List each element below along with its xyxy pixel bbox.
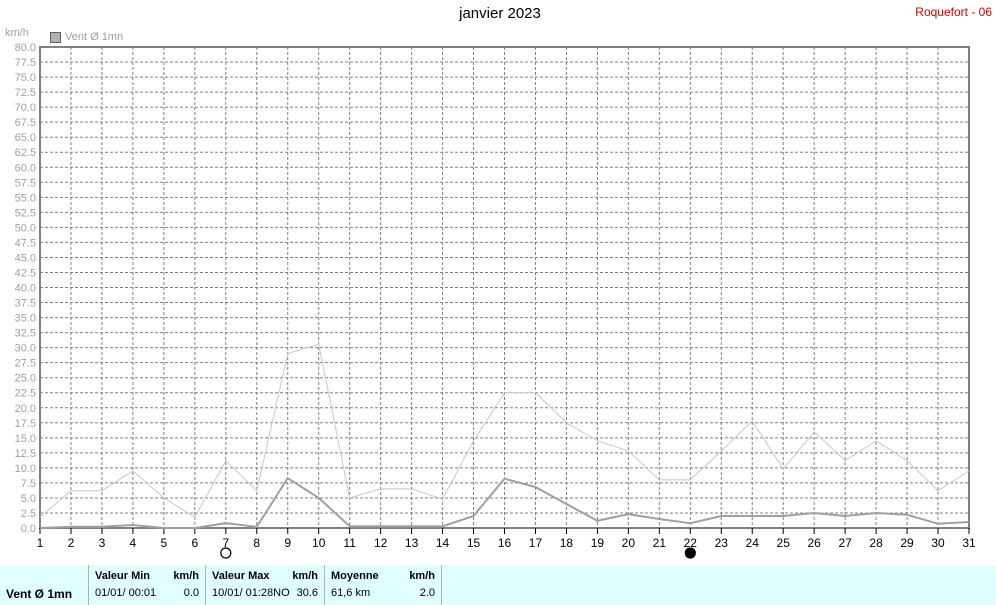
y-tick-label: 57.5 bbox=[15, 177, 36, 189]
x-tick-label: 19 bbox=[591, 536, 605, 550]
min-value-cell: Valeur Min km/h 01/01/ 00:01 0.0 bbox=[89, 565, 206, 605]
y-tick-label: 22.5 bbox=[15, 388, 36, 400]
min-unit: km/h bbox=[173, 570, 199, 582]
wind-chart: 0.0 2.5 5.0 7.5 10.0 12.5 15.0 17.5 20.0 22.5 25.0… bbox=[15, 42, 976, 559]
full-moon-marker bbox=[220, 547, 232, 559]
x-tick-label: 12 bbox=[374, 536, 388, 550]
chart-title: janvier 2023 bbox=[459, 5, 541, 22]
x-tick-label: 2 bbox=[68, 536, 75, 550]
y-tick-label: 32.5 bbox=[15, 328, 36, 340]
x-tick-label: 11 bbox=[343, 536, 356, 550]
y-tick-label: 65.0 bbox=[15, 132, 36, 144]
avg-value: 2.0 bbox=[419, 587, 435, 599]
x-tick-label: 16 bbox=[498, 536, 512, 550]
y-tick-label: 55.0 bbox=[15, 192, 36, 204]
avg-distance: 61,6 km bbox=[331, 587, 371, 599]
y-tick-label: 67.5 bbox=[15, 117, 36, 129]
series-line-0 bbox=[39, 476, 970, 529]
y-tick-label: 70.0 bbox=[15, 102, 36, 114]
y-tick-label: 40.0 bbox=[15, 283, 36, 295]
y-tick-label: 25.0 bbox=[15, 373, 36, 385]
y-tick-label: 50.0 bbox=[15, 222, 36, 234]
x-tick-label: 18 bbox=[560, 536, 574, 550]
avg-label: Moyenne bbox=[331, 570, 379, 582]
x-tick-label: 25 bbox=[777, 536, 791, 550]
x-tick-label: 9 bbox=[284, 536, 291, 550]
x-tick-label: 4 bbox=[130, 536, 137, 550]
legend: Vent Ø 1mn bbox=[50, 31, 123, 43]
x-tick-label: 15 bbox=[467, 536, 481, 550]
x-tick-label: 7 bbox=[222, 536, 229, 550]
station-name: Roquefort - 06 bbox=[915, 5, 992, 19]
y-tick-label: 5.0 bbox=[21, 493, 36, 505]
x-tick-label: 21 bbox=[653, 536, 667, 550]
x-tick-label: 6 bbox=[191, 536, 198, 550]
min-value: 0.0 bbox=[183, 587, 199, 599]
y-tick-label: 52.5 bbox=[15, 207, 36, 219]
y-tick-label: 7.5 bbox=[21, 478, 36, 490]
y-tick-label: 77.5 bbox=[15, 57, 36, 69]
legend-label: Vent Ø 1mn bbox=[65, 31, 124, 43]
stats-footer: Vent Ø 1mn Valeur Min km/h 01/01/ 00:01 0.… bbox=[0, 565, 996, 605]
x-tick-label: 28 bbox=[869, 536, 883, 550]
max-direction: NO bbox=[273, 587, 290, 599]
x-tick-label: 30 bbox=[931, 536, 945, 550]
y-tick-label: 35.0 bbox=[15, 313, 36, 325]
y-tick-label: 42.5 bbox=[15, 267, 36, 279]
x-tick-label: 5 bbox=[161, 536, 168, 550]
x-tick-label: 27 bbox=[838, 536, 852, 550]
x-tick-label: 17 bbox=[529, 536, 543, 550]
x-tick-label: 26 bbox=[807, 536, 821, 550]
y-tick-label: 0.0 bbox=[21, 523, 36, 535]
x-tick-label: 14 bbox=[436, 536, 450, 550]
y-tick-label: 75.0 bbox=[15, 72, 36, 84]
x-tick-label: 13 bbox=[405, 536, 419, 550]
y-tick-label: 30.0 bbox=[15, 343, 36, 355]
x-tick-label: 29 bbox=[900, 536, 914, 550]
y-tick-label: 80.0 bbox=[15, 42, 36, 54]
x-tick-label: 22 bbox=[684, 536, 698, 550]
y-tick-label: 27.5 bbox=[15, 358, 36, 370]
x-tick-label: 10 bbox=[312, 536, 326, 550]
y-axis-unit: km/h bbox=[5, 27, 29, 39]
y-tick-label: 2.5 bbox=[21, 508, 36, 520]
min-label: Valeur Min bbox=[95, 570, 151, 582]
min-date: 01/01/ 00:01 bbox=[95, 587, 157, 599]
x-tick-label: 31 bbox=[962, 536, 976, 550]
y-tick-label: 62.5 bbox=[15, 147, 36, 159]
y-tick-label: 37.5 bbox=[15, 298, 36, 310]
y-tick-label: 12.5 bbox=[15, 448, 36, 460]
y-tick-label: 10.0 bbox=[15, 463, 36, 475]
x-tick-label: 8 bbox=[253, 536, 260, 550]
y-tick-label: 60.0 bbox=[15, 162, 36, 174]
max-value-cell: Valeur Max km/h 10/01/ 01:28NO 30.6 bbox=[206, 565, 325, 605]
max-date: 10/01/ 01:28 bbox=[212, 587, 274, 599]
x-tick-label: 1 bbox=[37, 536, 44, 550]
x-tick-label: 24 bbox=[746, 536, 760, 550]
series-line-1 bbox=[39, 343, 970, 518]
max-label: Valeur Max bbox=[212, 570, 270, 582]
y-tick-label: 72.5 bbox=[15, 87, 36, 99]
y-tick-label: 45.0 bbox=[15, 252, 36, 264]
x-tick-label: 23 bbox=[715, 536, 729, 550]
x-tick-label: 20 bbox=[622, 536, 636, 550]
y-tick-label: 47.5 bbox=[15, 237, 36, 249]
x-tick-label: 3 bbox=[99, 536, 106, 550]
y-tick-label: 17.5 bbox=[15, 418, 36, 430]
max-value: 30.6 bbox=[296, 587, 318, 599]
footer-series-label: Vent Ø 1mn bbox=[0, 565, 89, 605]
avg-value-cell: Moyenne km/h 61,6 km 2.0 bbox=[325, 565, 442, 605]
legend-swatch bbox=[50, 31, 61, 43]
avg-unit: km/h bbox=[409, 570, 435, 582]
y-tick-label: 15.0 bbox=[15, 433, 36, 445]
new-moon-marker bbox=[684, 547, 696, 559]
max-unit: km/h bbox=[292, 570, 318, 582]
y-tick-label: 20.0 bbox=[15, 403, 36, 415]
